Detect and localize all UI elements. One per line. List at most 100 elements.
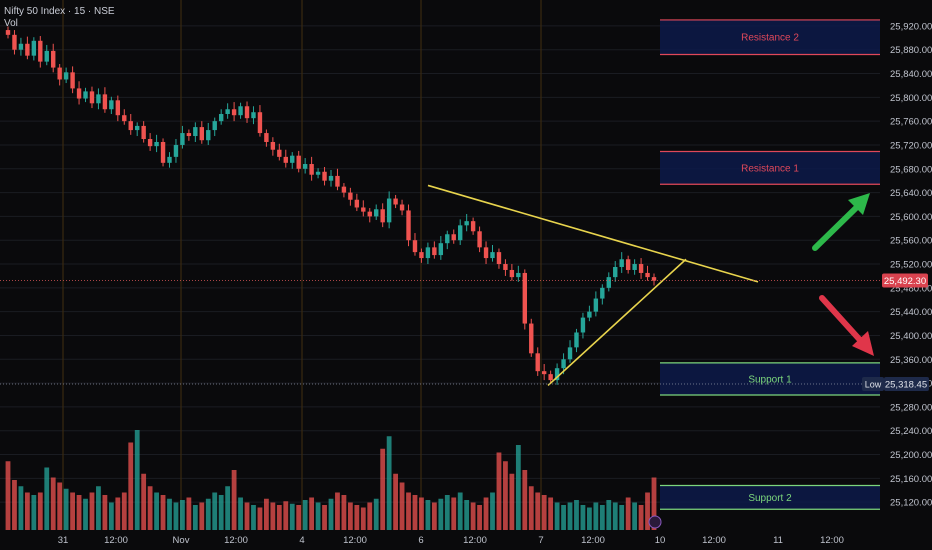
- candle-body: [386, 198, 392, 223]
- candle-body: [302, 164, 308, 169]
- candle-body: [25, 43, 30, 56]
- candle-body: [96, 94, 101, 104]
- price-tick-label: 25,680.00: [890, 164, 932, 175]
- candle-body: [535, 353, 540, 372]
- candle-body: [419, 252, 424, 259]
- volume-bar: [548, 497, 554, 530]
- candle-body: [361, 207, 366, 212]
- volume-bar: [606, 500, 612, 530]
- time-tick-label: 12:00: [343, 535, 367, 546]
- candle-body: [70, 72, 75, 89]
- candle-body: [393, 198, 398, 205]
- candle-body: [451, 234, 456, 241]
- price-tick-label: 25,520.00: [890, 260, 932, 271]
- volume-bar: [141, 473, 147, 530]
- symbol-title[interactable]: Nifty 50 Index · 15 · NSE: [4, 6, 115, 17]
- volume-bar: [322, 505, 327, 530]
- volume-bar: [212, 492, 218, 530]
- candle-body: [438, 243, 444, 256]
- candle-body: [580, 317, 586, 333]
- volume-bar: [444, 495, 450, 530]
- candle-body: [257, 112, 263, 134]
- candle-body: [109, 100, 114, 110]
- candle-body: [606, 277, 611, 288]
- volume-bar: [18, 486, 24, 530]
- candle-body: [406, 210, 411, 241]
- volume-bar: [302, 500, 308, 530]
- volume-bar: [425, 500, 431, 530]
- volume-bar: [360, 507, 366, 530]
- candle-body: [445, 234, 450, 244]
- volume-bar: [399, 482, 405, 530]
- zone-band: [660, 151, 880, 185]
- price-tick-label: 25,200.00: [890, 450, 932, 461]
- candle-body: [83, 91, 88, 99]
- zone-band: [660, 19, 880, 55]
- support-resistance-zones: Resistance 2 Resistance 1 Support 1 Support…: [660, 19, 880, 510]
- candle-body: [490, 252, 495, 259]
- volume-bar: [205, 498, 211, 530]
- price-tick-label: 25,160.00: [890, 474, 932, 485]
- candle-body: [587, 311, 592, 318]
- volume-bar: [180, 500, 185, 530]
- low-price-label: 25,318.45: [885, 380, 927, 391]
- candle-body: [529, 323, 534, 354]
- candle-body: [619, 259, 624, 267]
- time-tick-label: 10: [655, 535, 666, 546]
- volume-bar: [108, 502, 114, 530]
- price-tick-label: 25,840.00: [890, 69, 932, 80]
- lightning-icon[interactable]: [648, 515, 662, 529]
- volume-bar: [354, 505, 360, 530]
- time-tick-label: 12:00: [104, 535, 128, 546]
- price-tick-label: 25,720.00: [890, 140, 932, 151]
- volume-bar: [186, 497, 192, 530]
- time-tick-label: 12:00: [820, 535, 844, 546]
- volume-bar: [115, 497, 121, 530]
- volume-bar: [283, 501, 289, 530]
- time-tick-label: 4: [299, 535, 304, 546]
- time-tick-label: 12:00: [702, 535, 726, 546]
- candle-body: [651, 277, 657, 281]
- time-axis[interactable]: 31 12:00 Nov 12:00 4 12:00 6 12:00 7 12:00 10 12:00…: [0, 532, 932, 550]
- volume-bar: [225, 486, 231, 530]
- candle-body: [225, 109, 230, 115]
- price-tick-label: 25,360.00: [890, 355, 932, 366]
- candle-body: [57, 67, 62, 80]
- volume-bar: [63, 488, 69, 530]
- candle-body: [374, 209, 379, 217]
- volume-bar: [199, 502, 205, 530]
- volume-bar: [438, 498, 444, 530]
- candle-body: [509, 269, 515, 278]
- candle-body: [458, 225, 463, 241]
- candle-body: [135, 125, 140, 131]
- volume-bar: [96, 486, 101, 530]
- candle-body: [367, 211, 372, 217]
- price-axis[interactable]: 25,920.00 25,880.00 25,840.00 25,800.00 25,7…: [880, 0, 932, 532]
- volume-bar: [496, 452, 502, 530]
- candle-body: [167, 156, 172, 163]
- candle-body: [412, 240, 418, 253]
- down-arrow-shaft: [819, 295, 863, 343]
- volume-bar: [154, 492, 159, 530]
- candlesticks: [5, 26, 657, 385]
- volume-bar: [257, 507, 263, 530]
- volume-bar: [347, 502, 353, 530]
- candle-body: [193, 127, 198, 137]
- candle-body: [470, 221, 476, 232]
- zone-label: Resistance 1: [741, 163, 799, 174]
- volume-bar: [393, 473, 398, 530]
- candle-body: [5, 30, 11, 35]
- time-tick-label: 12:00: [463, 535, 487, 546]
- volume-bar: [528, 486, 534, 530]
- volume-bar: [128, 442, 134, 530]
- candle-body: [147, 139, 153, 147]
- candle-body: [503, 264, 508, 270]
- candle-body: [128, 121, 133, 131]
- volume-bar: [509, 473, 515, 530]
- candle-body: [380, 209, 385, 223]
- volume-bar: [464, 500, 470, 530]
- volume-bar: [386, 436, 392, 530]
- volume-bar: [451, 497, 457, 530]
- upper-trendline: [427, 184, 759, 283]
